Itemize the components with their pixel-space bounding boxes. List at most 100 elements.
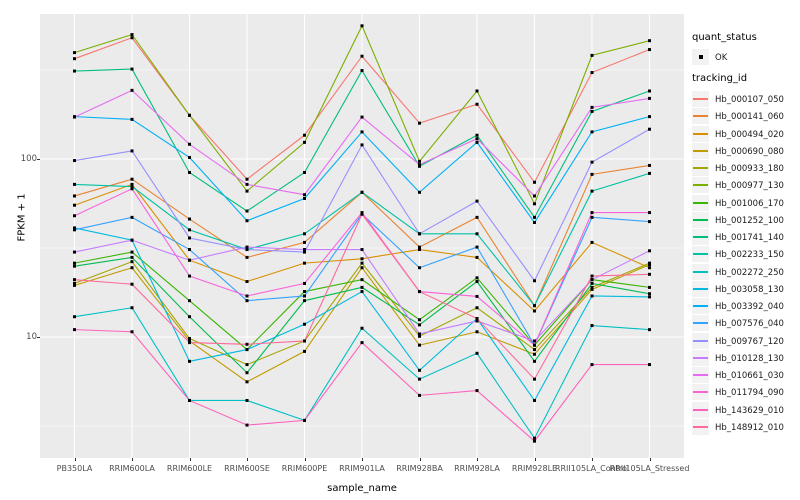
plot-svg xyxy=(40,14,684,458)
legend-item-label: Hb_000107_050 xyxy=(715,95,784,105)
point-marker xyxy=(418,323,421,327)
point-marker xyxy=(188,341,191,345)
point-marker xyxy=(303,240,306,244)
point-marker xyxy=(590,324,594,328)
point-marker xyxy=(533,359,536,363)
legend-key-box xyxy=(692,91,709,107)
point-marker xyxy=(648,363,651,367)
point-marker xyxy=(360,190,364,194)
point-marker xyxy=(360,130,364,134)
legend-key-box xyxy=(692,315,709,332)
point-marker xyxy=(475,102,479,106)
y-tick-mark xyxy=(37,159,40,160)
point-marker xyxy=(130,250,134,254)
point-marker xyxy=(303,170,306,174)
point-marker xyxy=(418,245,421,249)
point-marker xyxy=(130,33,134,37)
point-marker xyxy=(648,292,651,296)
point-marker xyxy=(130,182,134,186)
point-marker xyxy=(245,294,249,298)
x-tick-mark xyxy=(132,458,133,461)
point-marker xyxy=(188,359,191,363)
point-marker xyxy=(590,285,594,289)
point-marker xyxy=(418,248,421,252)
point-marker xyxy=(303,349,306,353)
legend-key-box xyxy=(692,384,709,401)
point-marker xyxy=(188,339,191,343)
point-marker xyxy=(648,48,651,52)
point-marker xyxy=(360,261,364,265)
point-marker xyxy=(245,380,249,384)
legend-line-swatch-icon xyxy=(693,408,708,411)
y-axis-title: FPKM + 1 xyxy=(16,193,28,242)
legend-key-box xyxy=(692,332,709,349)
legend-key-box xyxy=(692,418,709,435)
legend-item-label: OK xyxy=(715,53,728,63)
legend-line-swatch-icon xyxy=(693,322,708,325)
legend-item-label: Hb_000933_180 xyxy=(715,164,784,174)
point-marker xyxy=(475,319,479,323)
legend-key-box xyxy=(692,246,709,263)
point-marker xyxy=(475,199,479,203)
legend-item-label: Hb_007576_040 xyxy=(715,319,784,330)
legend-item-label: Hb_010128_130 xyxy=(715,353,784,364)
point-marker xyxy=(303,133,306,137)
point-marker xyxy=(648,89,651,93)
x-tick-label-RRII105LA_Stressed: RRII105LA_Stressed xyxy=(609,464,690,473)
point-marker xyxy=(188,315,191,319)
point-marker xyxy=(188,248,191,252)
point-marker xyxy=(360,266,364,270)
y-tick-mark xyxy=(37,337,40,338)
point-marker xyxy=(590,71,594,75)
point-marker xyxy=(418,190,421,194)
legend-item-label: Hb_009767_120 xyxy=(715,336,784,347)
point-marker xyxy=(360,143,364,147)
point-marker xyxy=(245,371,249,375)
point-marker xyxy=(648,266,651,270)
point-marker xyxy=(590,211,594,215)
point-marker xyxy=(590,172,594,176)
point-marker xyxy=(475,215,479,219)
legend-item-label: Hb_003058_130 xyxy=(715,284,784,295)
x-tick-mark xyxy=(649,458,651,461)
point-marker xyxy=(648,295,651,299)
legend-line-swatch-icon xyxy=(693,218,708,221)
point-marker xyxy=(648,115,651,119)
point-marker xyxy=(73,281,76,285)
point-marker xyxy=(303,299,306,303)
point-marker xyxy=(245,245,249,249)
point-marker xyxy=(418,368,421,372)
x-tick-label-RRII105LA_Control: RRII105LA_Control xyxy=(554,464,630,473)
point-marker xyxy=(418,232,421,236)
point-marker xyxy=(590,274,594,278)
x-tick-mark xyxy=(362,458,363,461)
point-marker xyxy=(418,159,421,163)
point-marker xyxy=(303,261,306,265)
point-marker xyxy=(73,69,76,73)
legend-line-swatch-icon xyxy=(693,167,708,169)
point-marker xyxy=(303,248,306,252)
point-marker xyxy=(245,299,249,303)
point-marker xyxy=(73,228,76,232)
point-marker xyxy=(130,88,134,92)
point-marker xyxy=(533,439,536,443)
point-marker xyxy=(303,290,306,294)
point-marker xyxy=(73,194,76,198)
point-marker xyxy=(303,322,306,326)
point-marker xyxy=(418,343,421,347)
legend-line-swatch-icon xyxy=(693,287,708,290)
x-tick-label-RRIM600PE: RRIM600PE xyxy=(281,464,328,473)
legend-key-box xyxy=(692,349,709,366)
x-tick-mark xyxy=(189,458,191,461)
legend-item-label: Hb_001252_100 xyxy=(715,215,784,226)
point-marker xyxy=(533,377,536,381)
point-marker xyxy=(533,304,536,308)
legend-title-tracking-id: tracking_id xyxy=(692,73,748,84)
point-marker xyxy=(590,105,594,109)
point-marker xyxy=(188,155,191,159)
point-marker xyxy=(188,217,191,221)
point-marker xyxy=(418,290,421,294)
x-tick-mark xyxy=(74,458,76,461)
point-marker xyxy=(188,236,191,240)
